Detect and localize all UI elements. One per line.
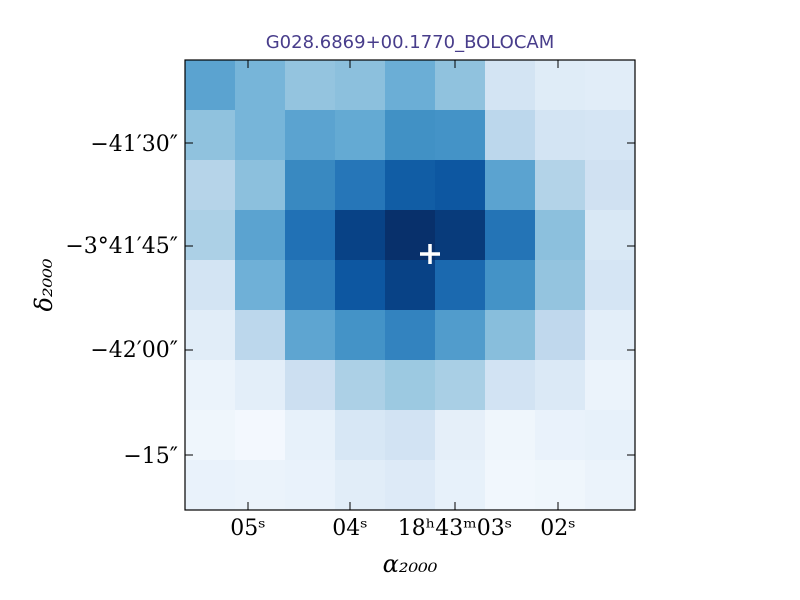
heatmap-cell bbox=[235, 160, 286, 211]
heatmap-cell bbox=[535, 110, 586, 161]
y-tick-label: −3°41′45″ bbox=[65, 234, 178, 259]
heatmap-cell bbox=[585, 110, 636, 161]
heatmap-cell bbox=[435, 60, 486, 111]
y-tick-marks bbox=[185, 142, 635, 456]
heatmap-cell bbox=[185, 460, 236, 511]
heatmap-cell bbox=[235, 60, 286, 111]
heatmap-cell bbox=[285, 210, 336, 261]
heatmap-cell bbox=[585, 360, 636, 411]
heatmap-cell bbox=[585, 310, 636, 361]
heatmap-cell bbox=[285, 110, 336, 161]
heatmap-cell bbox=[435, 160, 486, 211]
heatmap-cell bbox=[235, 310, 286, 361]
heatmap-cell bbox=[485, 210, 536, 261]
heatmap-cell bbox=[435, 260, 486, 311]
heatmap-cell bbox=[435, 410, 486, 461]
heatmap-cell bbox=[185, 210, 236, 261]
y-axis-label: δ₂₀₀₀ bbox=[30, 258, 58, 311]
heatmap-cell bbox=[435, 310, 486, 361]
x-tick-label: 05ˢ bbox=[230, 516, 265, 541]
heatmap-cell bbox=[335, 110, 386, 161]
heatmap-cell bbox=[235, 210, 286, 261]
heatmap-cell bbox=[535, 360, 586, 411]
x-axis-label: α₂₀₀₀ bbox=[383, 550, 438, 578]
y-tick-label: −41′30″ bbox=[90, 132, 178, 157]
x-tick-marks bbox=[247, 60, 559, 510]
source-marker bbox=[420, 244, 440, 264]
heatmap-cell bbox=[535, 310, 586, 361]
heatmap-cell bbox=[235, 410, 286, 461]
heatmap-cell bbox=[385, 110, 436, 161]
heatmap-cell bbox=[535, 160, 586, 211]
heatmap-cell bbox=[485, 60, 536, 111]
heatmap-cell bbox=[485, 310, 536, 361]
heatmap-cell bbox=[385, 60, 436, 111]
heatmap-cell bbox=[335, 410, 386, 461]
x-tick-label: 04ˢ bbox=[332, 516, 367, 541]
heatmap-cell bbox=[335, 210, 386, 261]
heatmap-cell bbox=[585, 460, 636, 511]
heatmap-cell bbox=[385, 460, 436, 511]
heatmap-cell bbox=[285, 310, 336, 361]
heatmap-cell bbox=[235, 110, 286, 161]
heatmap-cell bbox=[285, 460, 336, 511]
heatmap-cells bbox=[185, 60, 636, 511]
heatmap-cell bbox=[585, 260, 636, 311]
heatmap-cell bbox=[585, 210, 636, 261]
heatmap-cell bbox=[185, 310, 236, 361]
heatmap-cell bbox=[185, 260, 236, 311]
heatmap-cell bbox=[185, 410, 236, 461]
heatmap-cell bbox=[485, 160, 536, 211]
heatmap-cell bbox=[485, 410, 536, 461]
heatmap-cell bbox=[385, 210, 436, 261]
heatmap-cell bbox=[435, 460, 486, 511]
chart-title: G028.6869+00.1770_BOLOCAM bbox=[266, 32, 555, 53]
heatmap-cell bbox=[185, 160, 236, 211]
heatmap-cell bbox=[285, 260, 336, 311]
heatmap-cell bbox=[585, 160, 636, 211]
heatmap-cell bbox=[285, 410, 336, 461]
heatmap-cell bbox=[535, 410, 586, 461]
heatmap-cell bbox=[335, 260, 386, 311]
heatmap-cell bbox=[485, 110, 536, 161]
heatmap-cell bbox=[335, 60, 386, 111]
heatmap-cell bbox=[435, 210, 486, 261]
heatmap-cell bbox=[535, 460, 586, 511]
heatmap-cell bbox=[235, 260, 286, 311]
heatmap-cell bbox=[185, 110, 236, 161]
heatmap-cell bbox=[435, 110, 486, 161]
heatmap-cell bbox=[485, 360, 536, 411]
heatmap-cell bbox=[385, 410, 436, 461]
heatmap-cell bbox=[285, 160, 336, 211]
heatmap-cell bbox=[385, 360, 436, 411]
heatmap-cell bbox=[185, 60, 236, 111]
heatmap-cell bbox=[285, 60, 336, 111]
heatmap-cell bbox=[335, 360, 386, 411]
heatmap-cell bbox=[535, 210, 586, 261]
plot-frame bbox=[184, 59, 636, 511]
heatmap-cell bbox=[385, 160, 436, 211]
y-tick-label: −42′00″ bbox=[90, 338, 178, 363]
heatmap-cell bbox=[285, 360, 336, 411]
heatmap-cell bbox=[385, 310, 436, 361]
x-tick-label: 18ʰ43ᵐ03ˢ bbox=[398, 516, 512, 541]
x-tick-label: 02ˢ bbox=[540, 516, 575, 541]
heatmap-cell bbox=[335, 310, 386, 361]
heatmap-cell bbox=[435, 360, 486, 411]
heatmap-cell bbox=[535, 260, 586, 311]
heatmap-cell bbox=[585, 410, 636, 461]
heatmap-cell bbox=[485, 260, 536, 311]
heatmap-cell bbox=[335, 160, 386, 211]
heatmap-cell bbox=[335, 460, 386, 511]
heatmap-cell bbox=[185, 360, 236, 411]
y-tick-label: −15″ bbox=[123, 444, 178, 469]
heatmap-cell bbox=[235, 460, 286, 511]
heatmap-cell bbox=[585, 60, 636, 111]
heatmap-cell bbox=[385, 260, 436, 311]
heatmap-cell bbox=[485, 460, 536, 511]
heatmap-cell bbox=[235, 360, 286, 411]
heatmap-cell bbox=[535, 60, 586, 111]
